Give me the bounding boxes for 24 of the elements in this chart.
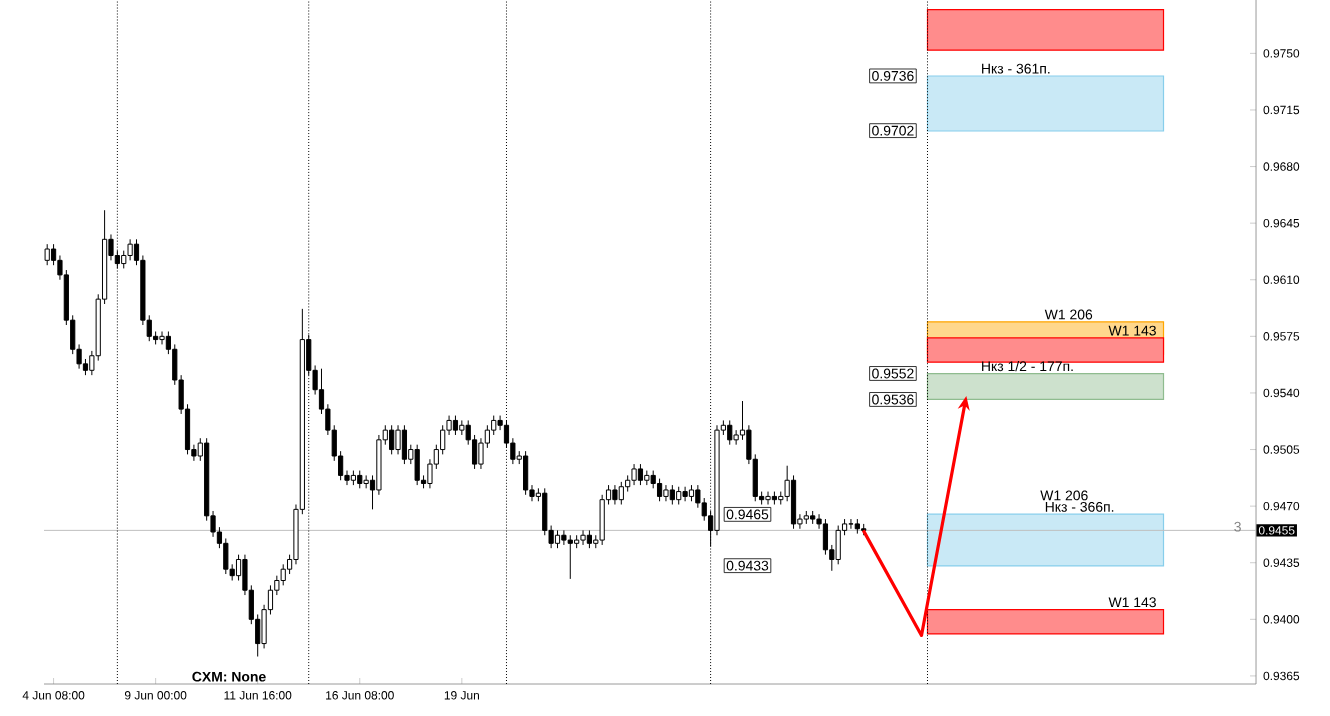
candlestick (580, 529, 586, 546)
candlestick (631, 463, 637, 486)
candlestick (44, 243, 50, 266)
candlestick (127, 238, 133, 261)
candlestick (682, 486, 688, 502)
candlestick (401, 424, 408, 465)
candlestick (637, 463, 644, 486)
candlestick (452, 415, 459, 436)
candlestick (656, 478, 663, 502)
candlestick (159, 330, 165, 345)
candlestick (669, 484, 675, 506)
candlestick (363, 474, 369, 489)
candlestick (523, 450, 529, 496)
candlestick (414, 444, 420, 486)
candlestick (790, 474, 797, 530)
candlestick (727, 419, 733, 446)
candlestick (618, 481, 624, 506)
candlestick (395, 424, 401, 455)
candlestick (835, 525, 841, 565)
candlestick (663, 484, 669, 502)
candlestick (848, 518, 854, 530)
candlestick (612, 484, 618, 506)
candlestick (389, 424, 395, 455)
candlestick (567, 534, 573, 580)
